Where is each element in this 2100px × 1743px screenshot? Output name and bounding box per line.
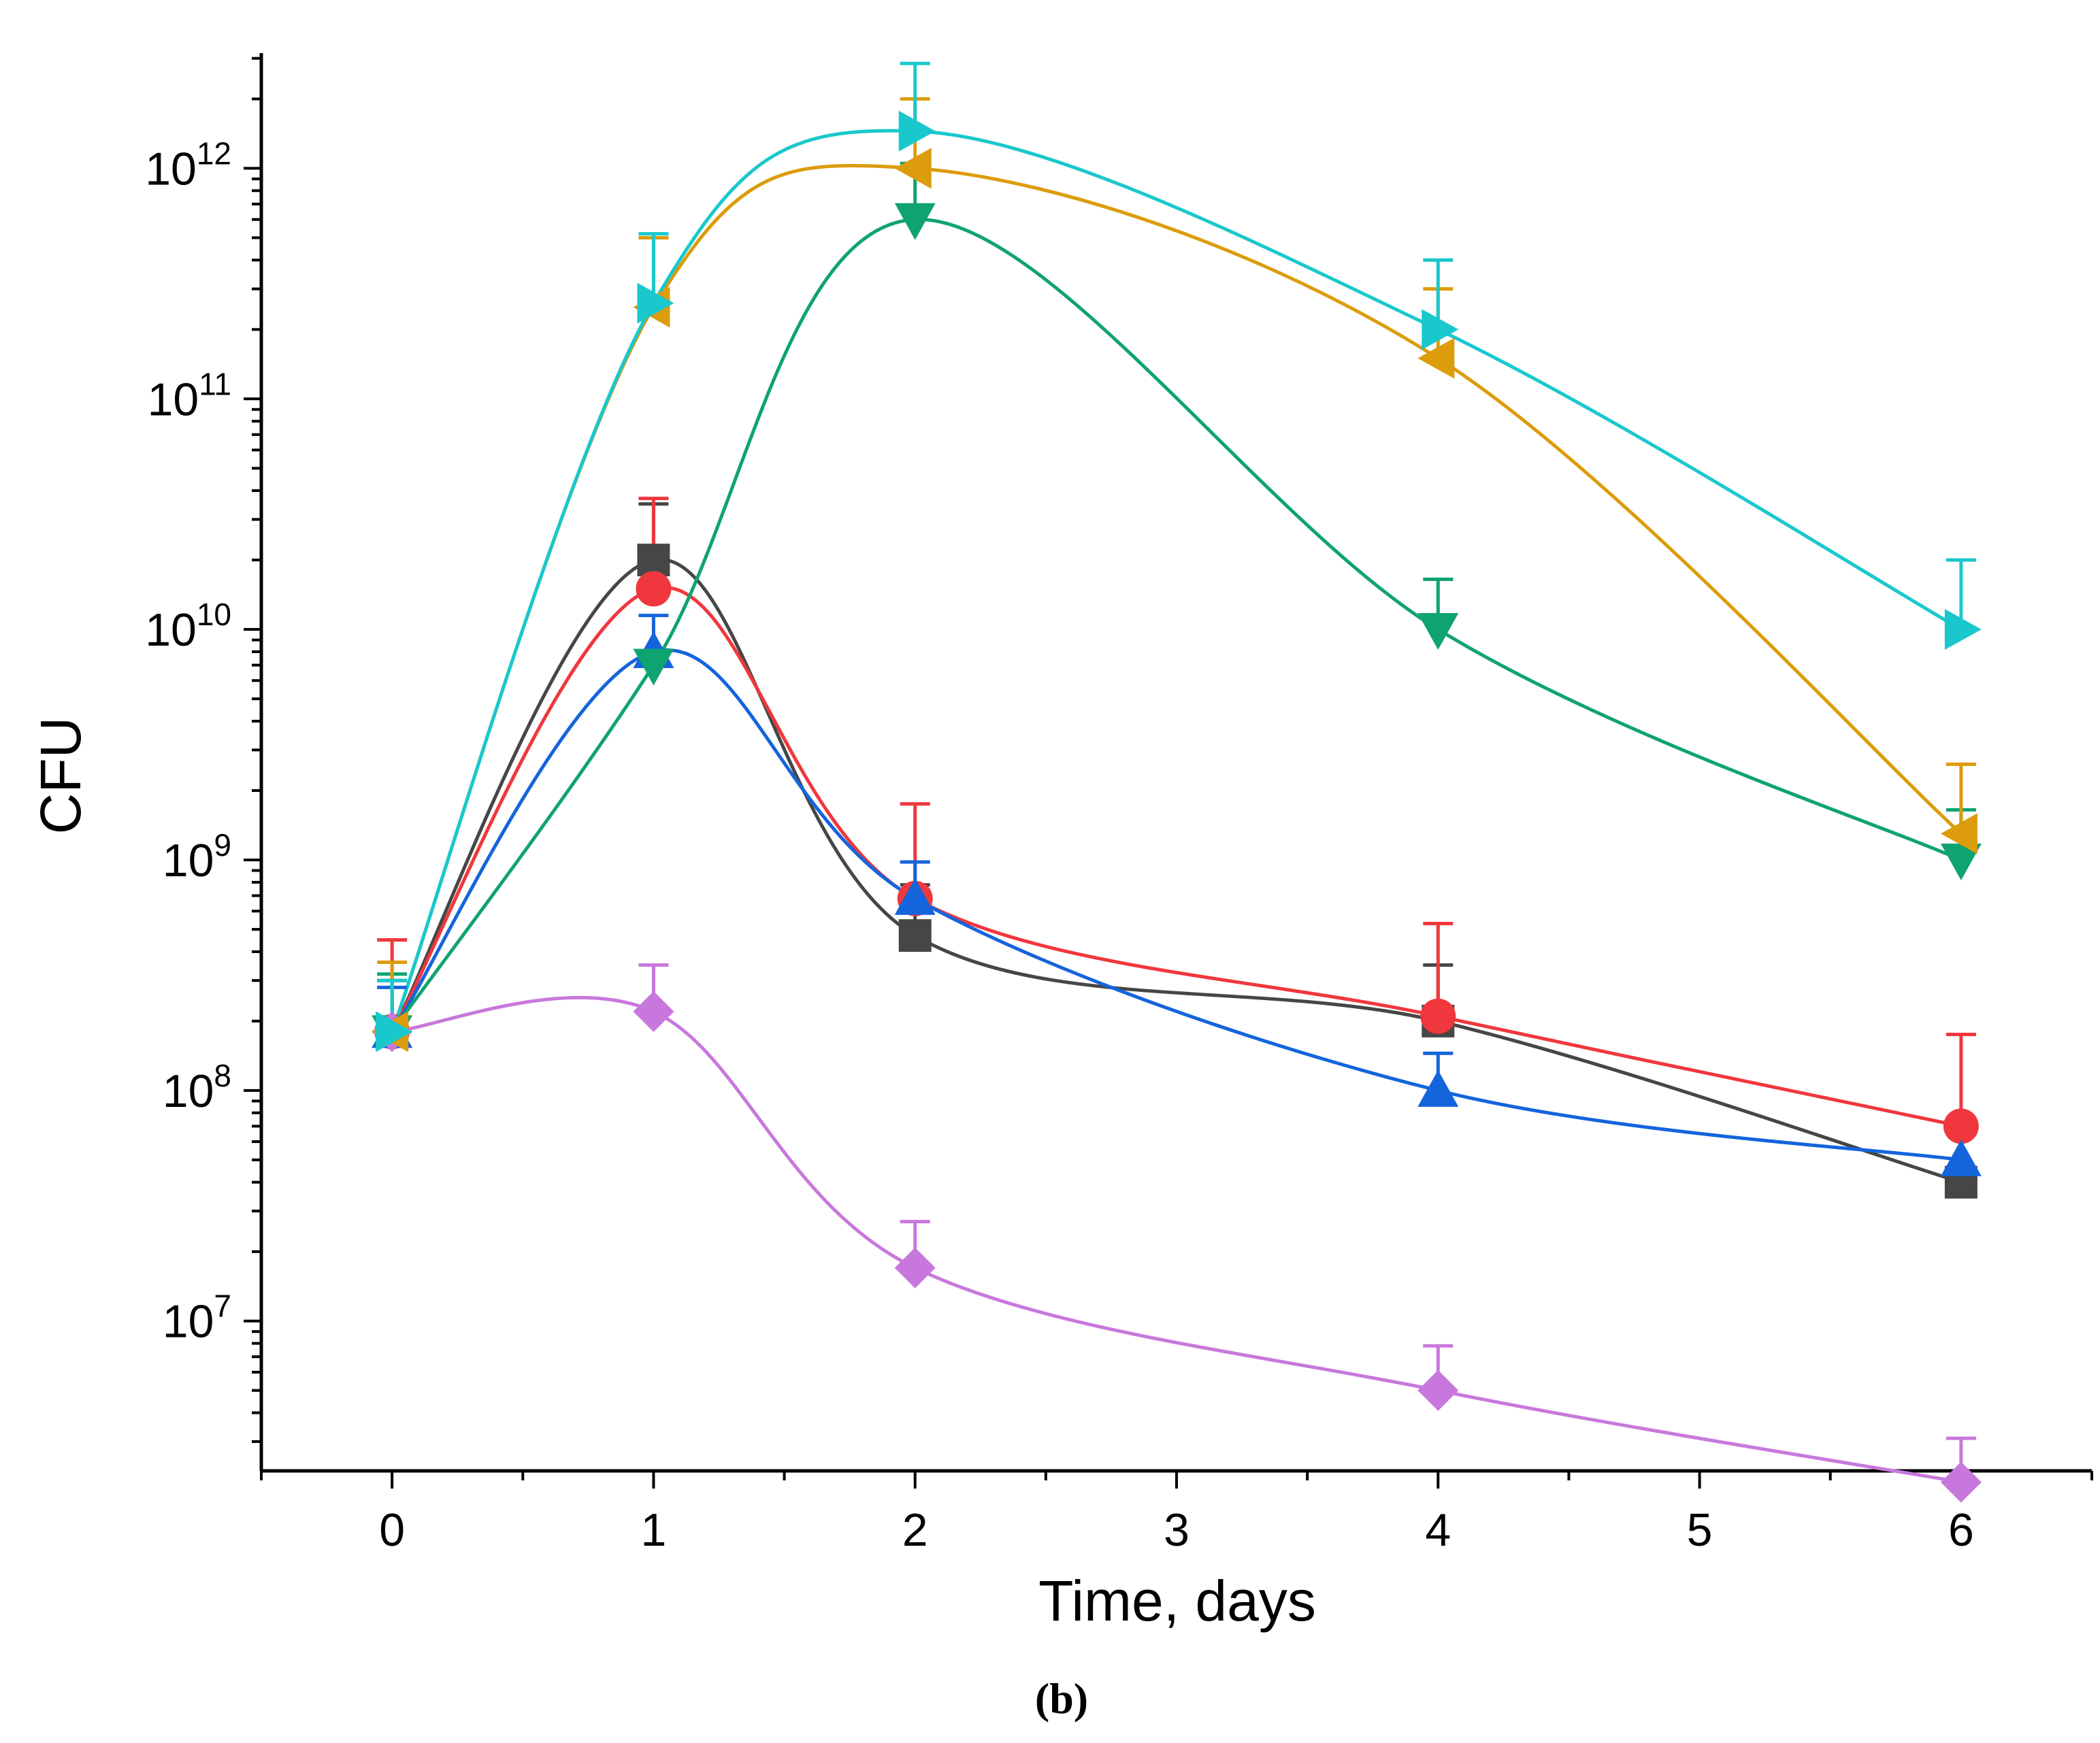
data-point-triangle-right xyxy=(637,282,674,324)
y-tick-label: 108 xyxy=(163,1058,231,1117)
data-point-triangle-left xyxy=(1940,813,1978,854)
y-tick-label: 1012 xyxy=(145,135,231,195)
data-point-square xyxy=(637,544,670,577)
y-tick-label: 1011 xyxy=(148,366,231,425)
data-point-diamond xyxy=(633,991,674,1032)
series-line xyxy=(391,648,1962,1162)
data-point-circle xyxy=(1943,1108,1979,1144)
x-tick-label: 5 xyxy=(1687,1504,1713,1556)
y-tick-label: 109 xyxy=(163,827,231,886)
series-line xyxy=(390,557,1962,1184)
x-tick-label: 0 xyxy=(379,1504,405,1556)
data-point-diamond xyxy=(1940,1461,1982,1503)
data-point-square xyxy=(898,919,932,952)
x-tick-label: 1 xyxy=(641,1504,667,1556)
x-tick-label: 4 xyxy=(1425,1504,1451,1556)
data-point-triangle-right xyxy=(376,1011,413,1052)
data-point-triangle-left xyxy=(894,148,932,189)
axes xyxy=(244,53,2093,1489)
series-line xyxy=(391,218,1962,1033)
figure-caption: (b) xyxy=(1035,1674,1088,1723)
data-point-triangle-right xyxy=(898,110,936,152)
data-point-triangle-down xyxy=(894,203,936,240)
data-point-triangle-down xyxy=(633,648,674,686)
series-markers xyxy=(372,110,1982,1503)
x-axis-title: Time, days xyxy=(1038,1569,1316,1633)
data-point-triangle-right xyxy=(1944,609,1982,650)
series-line xyxy=(390,129,1963,1033)
data-point-triangle-left xyxy=(1417,337,1455,379)
data-point-triangle-up xyxy=(894,878,936,915)
x-tick-label: 6 xyxy=(1948,1504,1974,1556)
data-point-triangle-up xyxy=(1417,1069,1459,1107)
y-axis-title: CFU xyxy=(29,717,93,835)
x-tick-label: 3 xyxy=(1164,1504,1190,1556)
series-line xyxy=(390,586,1962,1128)
data-point-circle xyxy=(636,571,672,607)
data-point-triangle-up xyxy=(1940,1139,1982,1176)
x-tick-label: 2 xyxy=(902,1504,928,1556)
data-point-triangle-down xyxy=(1417,613,1459,650)
series-curves xyxy=(390,129,1963,1484)
series-line xyxy=(391,995,1962,1484)
data-point-circle xyxy=(1420,998,1456,1034)
y-tick-label: 1010 xyxy=(145,597,231,656)
data-point-triangle-down xyxy=(1940,844,1982,881)
data-point-diamond xyxy=(1417,1370,1459,1411)
data-point-diamond xyxy=(894,1247,936,1289)
y-tick-label: 107 xyxy=(163,1289,231,1348)
data-point-triangle-right xyxy=(1422,309,1459,350)
tick-labels: 0 1 2 3 4 5 6 107 108 109 1010 1011 1012 xyxy=(145,135,1974,1556)
series-line xyxy=(390,163,1963,1033)
